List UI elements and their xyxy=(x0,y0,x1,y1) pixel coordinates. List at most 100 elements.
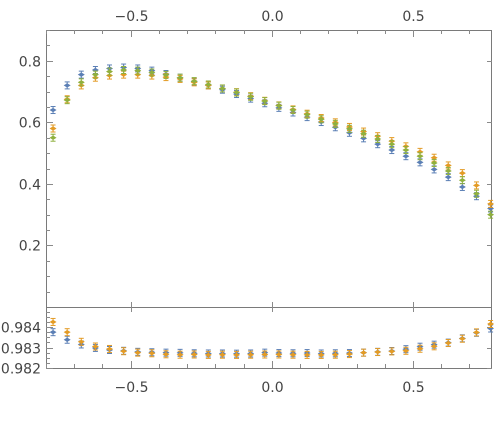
top-panel-frame xyxy=(46,30,492,308)
bottom-series-1-point xyxy=(458,334,466,343)
data-marker xyxy=(148,70,156,75)
top-series-0-point xyxy=(63,81,71,90)
data-marker xyxy=(91,67,99,73)
data-marker xyxy=(233,352,241,358)
bottom-series-1-point xyxy=(416,344,424,353)
data-marker xyxy=(134,72,142,77)
data-marker xyxy=(374,141,382,147)
top-series-2-point xyxy=(388,140,396,149)
data-marker xyxy=(275,352,283,357)
top-panel-tick-labels: −0.5 0.0 0.5 0.2 0.4 0.6 0.8 xyxy=(19,9,425,255)
data-marker xyxy=(444,163,452,168)
data-marker xyxy=(360,131,368,136)
bottom-series-1-point xyxy=(77,337,85,346)
data-marker xyxy=(63,337,71,342)
top-series-2-point xyxy=(303,110,311,119)
data-marker xyxy=(317,117,325,122)
top-series-2-point xyxy=(91,70,99,79)
data-marker xyxy=(49,329,57,335)
data-marker xyxy=(388,141,396,147)
data-marker xyxy=(218,86,226,91)
data-marker xyxy=(289,107,297,113)
data-marker xyxy=(444,340,452,346)
data-marker xyxy=(91,72,99,77)
bottom-series-1-point xyxy=(444,339,452,348)
top-series-2-point xyxy=(430,158,438,167)
top-series-2-point xyxy=(63,96,71,105)
bottom-series-1-point xyxy=(472,328,480,337)
top-series-2-point xyxy=(374,134,382,143)
top-series-2-point xyxy=(458,176,466,185)
data-marker xyxy=(275,103,283,108)
data-marker xyxy=(261,98,269,104)
bottom-series-1-point xyxy=(218,350,226,359)
data-marker xyxy=(472,191,480,196)
data-marker xyxy=(233,90,241,95)
data-marker xyxy=(444,174,452,180)
data-marker xyxy=(360,350,368,355)
bottom-y-tick-label: 0.983 xyxy=(1,342,41,358)
data-marker xyxy=(120,349,128,354)
data-marker xyxy=(331,121,339,127)
data-marker xyxy=(487,321,494,327)
top-panel-ticks xyxy=(46,30,492,308)
bottom-series-0-point xyxy=(63,335,71,344)
data-marker xyxy=(261,352,269,357)
bottom-series-1-point xyxy=(317,350,325,359)
top-series-2-point xyxy=(148,68,156,77)
data-marker xyxy=(430,160,438,166)
data-marker xyxy=(63,329,71,335)
data-marker xyxy=(190,78,198,84)
data-marker xyxy=(162,72,170,78)
bottom-series-1-point xyxy=(247,350,255,359)
bottom-y-tick-label: 0.984 xyxy=(1,321,41,337)
bottom-series-1-point xyxy=(487,319,494,328)
bottom-series-1-point xyxy=(374,348,382,357)
bottom-x-tick-label: 0.5 xyxy=(402,380,424,396)
data-marker xyxy=(106,73,114,78)
bottom-series-1-point xyxy=(430,342,438,351)
bottom-series-1-point xyxy=(275,350,283,359)
bottom-series-1-point xyxy=(134,348,142,357)
data-marker xyxy=(289,352,297,357)
data-marker xyxy=(63,83,71,88)
top-series-2-point xyxy=(176,73,184,82)
data-marker xyxy=(49,126,57,131)
data-marker xyxy=(458,170,466,176)
data-marker xyxy=(487,212,494,217)
bottom-series-1-point xyxy=(176,350,184,359)
data-marker xyxy=(345,126,353,131)
data-marker xyxy=(247,94,255,99)
top-series-2-point xyxy=(49,133,57,142)
data-marker xyxy=(63,97,71,103)
bottom-panel-ticks xyxy=(46,307,492,369)
bottom-series-1-point xyxy=(120,347,128,356)
top-series-2-point xyxy=(162,70,170,79)
top-series-0-point xyxy=(458,182,466,191)
top-series-0-point xyxy=(49,106,57,115)
top-series-2-point xyxy=(487,210,494,219)
data-marker xyxy=(106,346,114,352)
top-series-2-point xyxy=(106,67,114,76)
top-x-tick-label: −0.5 xyxy=(115,9,149,25)
data-marker xyxy=(345,130,353,135)
bottom-series-1-point xyxy=(233,350,241,359)
data-marker xyxy=(77,80,85,85)
bottom-x-tick-label: −0.5 xyxy=(115,380,149,396)
top-series-2-point xyxy=(331,119,339,128)
bottom-series-1-point xyxy=(162,350,170,359)
top-series-2-point xyxy=(261,97,269,106)
data-marker xyxy=(303,112,311,117)
top-series-0-point xyxy=(77,70,85,79)
data-marker xyxy=(430,344,438,349)
data-marker xyxy=(176,352,184,357)
data-marker xyxy=(388,147,396,153)
bottom-series-0-point xyxy=(49,328,57,337)
bottom-series-1-point xyxy=(402,346,410,355)
bottom-series-1-point xyxy=(190,350,198,359)
top-series-2-point xyxy=(360,129,368,138)
bottom-panel-tick-labels: −0.5 0.0 0.5 0.982 0.983 0.984 xyxy=(1,321,425,397)
top-series-2-point xyxy=(416,152,424,161)
top-series-2-point xyxy=(289,106,297,115)
top-series-1-point xyxy=(458,169,466,178)
